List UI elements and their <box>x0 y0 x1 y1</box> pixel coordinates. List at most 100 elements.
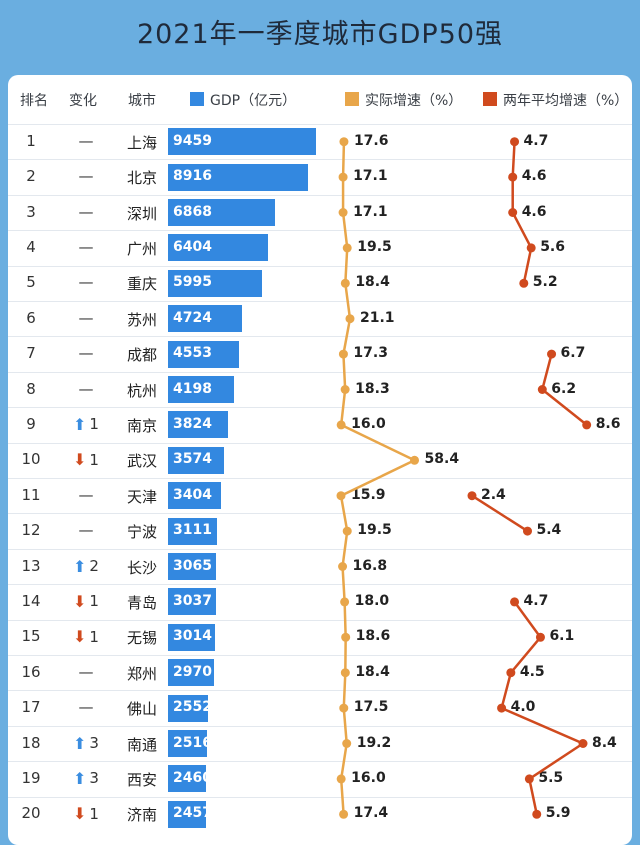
legend-growth-swatch <box>345 92 359 106</box>
change-cell: — <box>58 698 114 716</box>
gdp-value-label: 4553 <box>173 345 212 362</box>
avg-value-label: 6.7 <box>560 345 586 362</box>
gdp-value-label: 4198 <box>173 380 212 397</box>
arrow-up-icon: ⬆ <box>73 768 87 788</box>
row-separator <box>8 513 632 514</box>
growth-value-label: 16.0 <box>351 415 386 432</box>
header-city: 城市 <box>128 93 156 109</box>
avg-value-label: 6.2 <box>551 380 577 397</box>
city-cell: 武汉 <box>126 452 157 471</box>
change-cell: ⬇ 1 <box>58 627 114 646</box>
change-value: — <box>78 344 94 363</box>
city-cell: 深圳 <box>126 204 157 223</box>
header-rank: 排名 <box>20 93 48 109</box>
city-cell: 佛山 <box>126 700 157 719</box>
gdp-bar <box>168 482 221 510</box>
city-cell: 杭州 <box>126 381 157 400</box>
gdp-bar <box>168 340 239 368</box>
city-cell: 长沙 <box>126 558 157 577</box>
arrow-down-icon: ⬇ <box>73 627 87 647</box>
avg-value-label: 4.0 <box>510 699 536 716</box>
avg-value-label: 4.7 <box>523 132 549 149</box>
city-cell: 广州 <box>126 239 157 258</box>
rank-cell: 6 <box>26 308 36 327</box>
gdp-bar <box>168 694 208 722</box>
growth-value-label: 19.5 <box>357 238 392 255</box>
row-separator <box>8 478 632 479</box>
change-cell: — <box>58 167 114 185</box>
gdp-bar <box>168 446 224 474</box>
legend-gdp: GDP（亿元） <box>210 93 297 109</box>
growth-value-label: 18.4 <box>355 663 390 680</box>
growth-value-label: 19.5 <box>357 522 392 539</box>
growth-value-label: 18.0 <box>354 592 390 609</box>
row-separator <box>8 124 632 125</box>
growth-value-label: 18.6 <box>355 628 391 645</box>
avg-value-label: 5.2 <box>532 274 558 291</box>
rank-cell: 11 <box>21 485 41 504</box>
change-cell: ⬆ 1 <box>58 415 114 434</box>
rank-cell: 1 <box>26 131 36 150</box>
row-separator <box>8 761 632 762</box>
arrow-down-icon: ⬇ <box>73 450 87 470</box>
change-value: 1 <box>89 450 99 469</box>
row-separator <box>8 726 632 727</box>
city-cell: 上海 <box>126 133 157 152</box>
gdp-bar <box>168 588 216 616</box>
row-separator <box>8 655 632 656</box>
gdp-value-label: 3574 <box>173 451 212 468</box>
growth-value-label: 18.4 <box>355 274 390 291</box>
gdp-value-label: 3037 <box>173 592 212 609</box>
row-separator <box>8 230 632 231</box>
change-cell: — <box>58 238 114 256</box>
change-value: — <box>78 202 94 221</box>
gdp-value-label: 9459 <box>173 132 212 149</box>
rank-cell: 2 <box>26 167 36 186</box>
change-value: — <box>78 308 94 327</box>
rank-cell: 16 <box>21 662 41 681</box>
city-cell: 无锡 <box>126 629 157 648</box>
legend-avg-swatch <box>483 92 497 106</box>
row-separator <box>8 195 632 196</box>
city-cell: 青岛 <box>126 593 157 612</box>
gdp-bar <box>168 376 234 403</box>
change-value: — <box>78 485 94 504</box>
growth-value-label: 17.5 <box>353 699 389 716</box>
change-value: — <box>78 521 94 540</box>
rank-cell: 9 <box>26 414 36 433</box>
avg-value-label: 4.6 <box>521 203 547 220</box>
gdp-bar <box>168 199 275 226</box>
row-separator <box>8 549 632 550</box>
growth-value-label: 19.2 <box>356 734 392 751</box>
city-cell: 成都 <box>126 346 157 365</box>
avg-value-label: 5.6 <box>540 238 565 255</box>
change-cell: — <box>58 521 114 539</box>
gdp-bar <box>168 411 228 439</box>
page-title: 2021年一季度城市GDP50强 <box>136 19 504 50</box>
gdp-value-label: 3014 <box>173 628 212 645</box>
change-cell: — <box>58 486 114 504</box>
gdp-bar <box>168 730 207 757</box>
growth-value-label: 21.1 <box>359 309 395 326</box>
gdp-value-label: 6404 <box>173 238 212 255</box>
gdp-bar <box>168 163 308 191</box>
avg-value-label: 2.4 <box>481 486 506 503</box>
city-cell: 西安 <box>126 770 157 789</box>
change-cell: — <box>58 273 114 291</box>
rank-cell: 18 <box>21 733 41 752</box>
legend-growth: 实际增速（%） <box>365 93 463 109</box>
change-cell: ⬆ 2 <box>58 557 114 576</box>
avg-value-label: 5.5 <box>538 769 564 786</box>
change-value: 1 <box>89 627 99 646</box>
arrow-down-icon: ⬇ <box>73 804 87 824</box>
rank-cell: 8 <box>26 379 36 398</box>
gdp-bar <box>168 800 206 828</box>
city-cell: 苏州 <box>126 310 157 329</box>
change-cell: ⬇ 1 <box>58 804 114 823</box>
change-cell: — <box>58 344 114 362</box>
avg-value-label: 6.1 <box>549 628 575 645</box>
gdp-bar <box>168 128 316 156</box>
rank-cell: 3 <box>26 202 36 221</box>
city-cell: 北京 <box>126 169 157 188</box>
avg-value-label: 5.9 <box>545 805 571 822</box>
